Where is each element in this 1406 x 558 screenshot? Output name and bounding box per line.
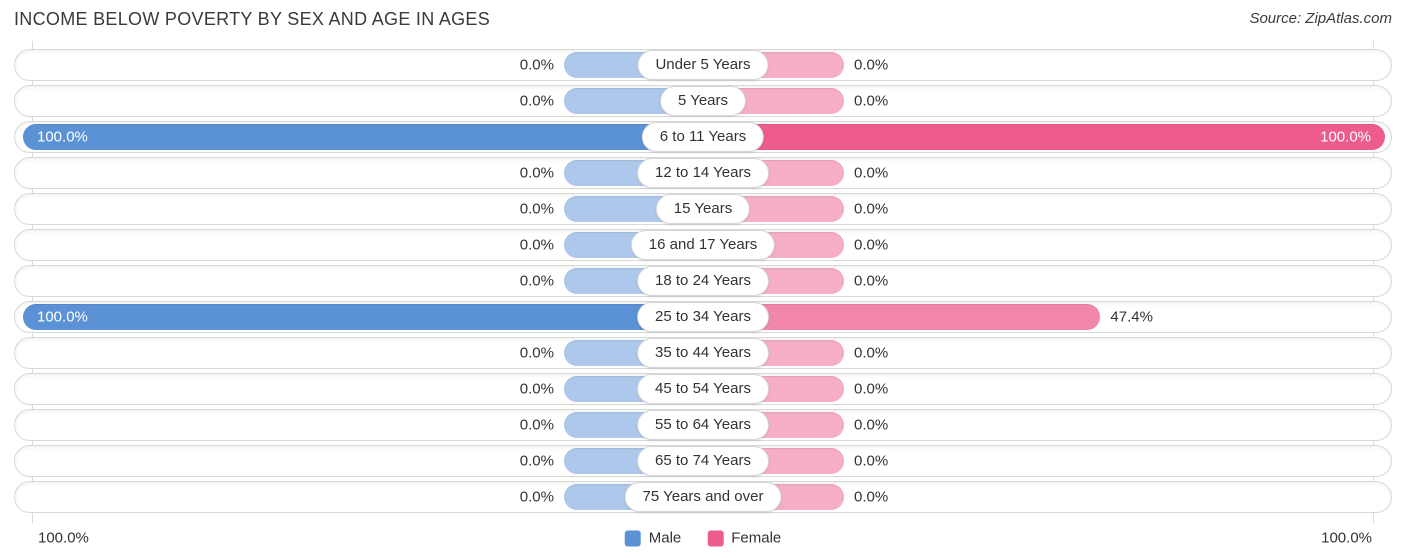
female-value-label: 0.0% (854, 488, 889, 506)
chart-header: INCOME BELOW POVERTY BY SEX AND AGE IN A… (0, 0, 1406, 30)
female-value-label: 0.0% (854, 164, 889, 182)
age-group-label: 18 to 24 Years (637, 266, 769, 296)
female-legend-swatch (707, 530, 724, 546)
chart-row: 0.0% 0.0% Under 5 Years (14, 49, 1392, 81)
male-value-label: 0.0% (519, 416, 554, 434)
male-value-label: 0.0% (519, 56, 554, 74)
age-group-label: 12 to 14 Years (637, 158, 769, 188)
male-value-label: 0.0% (519, 488, 554, 506)
chart-footer: 100.0% Male Female 100.0% (0, 523, 1406, 553)
age-group-label: 5 Years (659, 86, 747, 116)
chart-rows: 0.0% 0.0% Under 5 Years 0.0% 0.0% 5 Years 100.… (14, 49, 1392, 513)
source-attribution: Source: ZipAtlas.com (1249, 10, 1392, 27)
age-group-label: 35 to 44 Years (637, 338, 769, 368)
chart-row: 100.0% 100.0% 6 to 11 Years (14, 121, 1392, 153)
female-value-label: 0.0% (854, 272, 889, 290)
female-bar (704, 304, 1101, 330)
female-legend-label: Female (731, 529, 782, 547)
female-value-label: 0.0% (854, 200, 889, 218)
chart-row: 0.0% 0.0% 18 to 24 Years (14, 265, 1392, 297)
female-value-label: 0.0% (854, 92, 889, 110)
female-value-label: 0.0% (854, 416, 889, 434)
male-value-label: 0.0% (519, 344, 554, 362)
age-group-label: 25 to 34 Years (637, 302, 769, 332)
male-bar (23, 304, 704, 330)
female-value-label: 0.0% (854, 380, 889, 398)
female-value-label: 0.0% (854, 452, 889, 470)
chart-row: 0.0% 0.0% 15 Years (14, 193, 1392, 225)
legend-item-male: Male (624, 529, 682, 547)
female-bar (704, 124, 1385, 150)
chart-title: INCOME BELOW POVERTY BY SEX AND AGE IN A… (14, 9, 491, 29)
male-value-label: 0.0% (519, 380, 554, 398)
male-legend-label: Male (648, 529, 682, 547)
male-value-label: 0.0% (519, 452, 554, 470)
male-legend-swatch (624, 530, 641, 546)
legend: Male Female (624, 529, 781, 547)
chart-row: 0.0% 0.0% 16 and 17 Years (14, 229, 1392, 261)
chart-plot-area: 0.0% 0.0% Under 5 Years 0.0% 0.0% 5 Years 100.… (14, 41, 1392, 523)
male-bar (23, 124, 704, 150)
female-value-label: 47.4% (1110, 308, 1153, 326)
female-value-label: 100.0% (1320, 128, 1371, 146)
age-group-label: 75 Years and over (624, 482, 782, 512)
male-value-label: 100.0% (37, 128, 88, 146)
chart-row: 0.0% 0.0% 35 to 44 Years (14, 337, 1392, 369)
chart-row: 0.0% 0.0% 45 to 54 Years (14, 373, 1392, 405)
x-axis-label-right: 100.0% (1321, 529, 1372, 547)
age-group-label: 6 to 11 Years (641, 122, 765, 152)
age-group-label: 16 and 17 Years (630, 230, 776, 260)
female-value-label: 0.0% (854, 236, 889, 254)
male-value-label: 0.0% (519, 164, 554, 182)
legend-item-female: Female (707, 530, 781, 547)
chart-row: 100.0% 47.4% 25 to 34 Years (14, 301, 1392, 333)
x-axis-label-left: 100.0% (38, 529, 89, 547)
age-group-label: 15 Years (655, 194, 751, 224)
male-value-label: 0.0% (519, 236, 554, 254)
chart-row: 0.0% 0.0% 12 to 14 Years (14, 157, 1392, 189)
female-value-label: 0.0% (854, 344, 889, 362)
chart-row: 0.0% 0.0% 65 to 74 Years (14, 445, 1392, 477)
chart-row: 0.0% 0.0% 5 Years (14, 85, 1392, 117)
age-group-label: 55 to 64 Years (637, 410, 769, 440)
male-value-label: 100.0% (37, 308, 88, 326)
age-group-label: 65 to 74 Years (637, 446, 769, 476)
male-value-label: 0.0% (519, 92, 554, 110)
chart-row: 0.0% 0.0% 55 to 64 Years (14, 409, 1392, 441)
age-group-label: Under 5 Years (637, 50, 769, 80)
age-group-label: 45 to 54 Years (637, 374, 769, 404)
female-value-label: 0.0% (854, 56, 889, 74)
male-value-label: 0.0% (519, 200, 554, 218)
male-value-label: 0.0% (519, 272, 554, 290)
chart-row: 0.0% 0.0% 75 Years and over (14, 481, 1392, 513)
